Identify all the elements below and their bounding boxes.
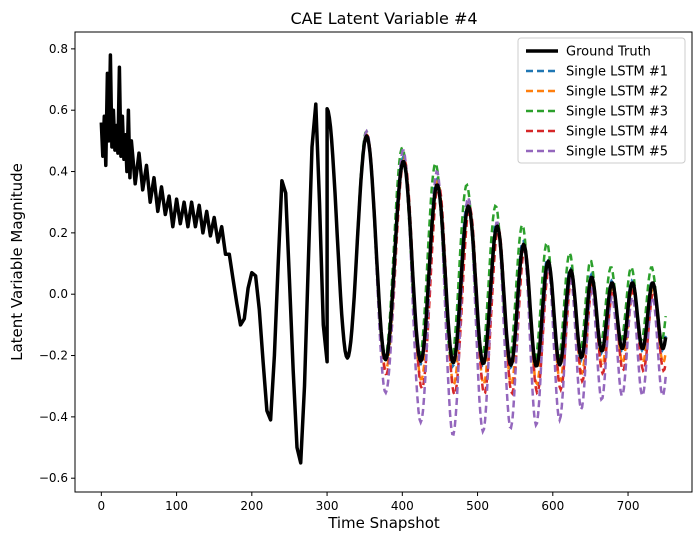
plot-frame [74, 31, 693, 493]
y-axis: −0.6 −0.4 −0.2 0.0 0.2 0.4 0.6 0.8 [39, 42, 75, 485]
x-tick-label: 600 [541, 499, 564, 513]
series-line-ground-truth [99, 53, 668, 465]
series-line-lstm-5 [325, 108, 667, 437]
chart-title: CAE Latent Variable #4 [290, 9, 477, 28]
legend-label: Ground Truth [566, 45, 651, 60]
y-tick-label: −0.6 [39, 471, 68, 485]
x-tick-label: 500 [466, 499, 489, 513]
x-axis-label: Time Snapshot [327, 514, 440, 532]
x-tick-label: 700 [617, 499, 640, 513]
y-tick-label: 0.6 [49, 103, 68, 117]
legend-label: Single LSTM #3 [566, 105, 668, 120]
x-axis: 0 100 200 300 400 500 600 700 [98, 492, 640, 513]
legend: Ground Truth Single LSTM #1 Single LSTM #2… [517, 37, 686, 164]
y-tick-label: 0.8 [49, 42, 68, 56]
y-tick-label: −0.2 [39, 349, 68, 363]
x-tick-label: 400 [391, 499, 414, 513]
y-tick-label: 0.4 [49, 165, 68, 179]
series-group [99, 53, 668, 465]
legend-box [517, 37, 686, 164]
legend-label: Single LSTM #5 [566, 145, 668, 160]
y-tick-label: 0.0 [49, 287, 68, 301]
x-tick-label: 0 [98, 499, 106, 513]
legend-label: Single LSTM #4 [566, 125, 668, 140]
legend-label: Single LSTM #2 [566, 85, 668, 100]
x-tick-label: 100 [165, 499, 188, 513]
y-tick-label: 0.2 [49, 226, 68, 240]
y-axis-label: Latent Variable Magnitude [8, 163, 26, 361]
y-tick-label: −0.4 [39, 410, 68, 424]
legend-label: Single LSTM #1 [566, 65, 668, 80]
x-tick-label: 200 [240, 499, 263, 513]
x-tick-label: 300 [316, 499, 339, 513]
